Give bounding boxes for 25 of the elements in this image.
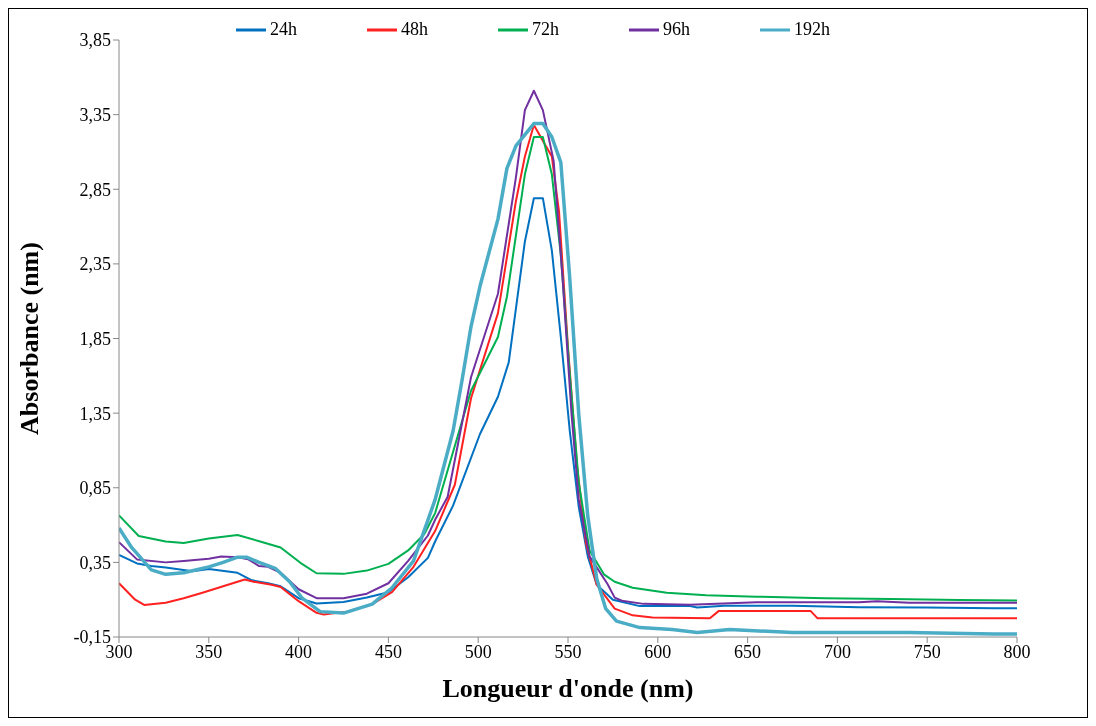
legend-label: 24h xyxy=(269,19,297,40)
x-tick-label: 350 xyxy=(195,641,223,662)
x-tick-label: 400 xyxy=(285,641,313,662)
x-tick-label: 600 xyxy=(644,641,672,662)
x-tick-label: 500 xyxy=(464,641,492,662)
legend-label: 96h xyxy=(662,19,690,40)
y-tick-label: 3,35 xyxy=(79,105,111,126)
y-tick-label: 1,35 xyxy=(79,403,111,424)
legend-label: 192h xyxy=(793,19,830,40)
x-tick-label: 700 xyxy=(823,641,851,662)
y-tick-label: 0,85 xyxy=(79,478,111,499)
y-tick-label: 2,85 xyxy=(79,179,111,200)
y-tick-label: 1,85 xyxy=(79,328,111,349)
y-tick-label: 2,35 xyxy=(79,254,111,275)
x-axis-title: Longueur d'onde (nm) xyxy=(442,674,694,703)
x-tick-label: 650 xyxy=(734,641,762,662)
y-axis-title: Absorbance (nm) xyxy=(15,242,45,435)
x-tick-label: 450 xyxy=(374,641,402,662)
x-tick-label: 800 xyxy=(1003,641,1031,662)
x-tick-label: 750 xyxy=(913,641,941,662)
y-tick-label: 3,85 xyxy=(79,30,111,51)
y-tick-label: 0,35 xyxy=(79,552,111,573)
legend-label: 48h xyxy=(400,19,428,40)
x-tick-label: 550 xyxy=(554,641,582,662)
legend-label: 72h xyxy=(531,19,559,40)
